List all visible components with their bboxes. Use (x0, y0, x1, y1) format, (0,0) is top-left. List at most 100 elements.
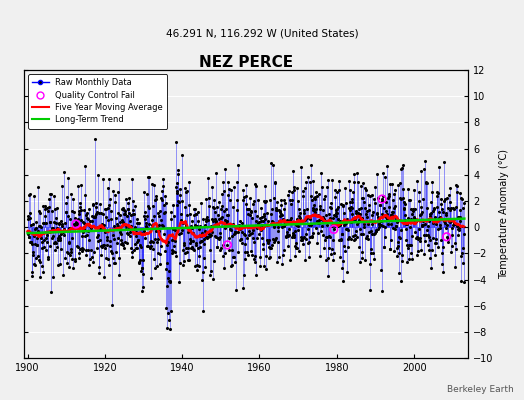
Point (409, 206, 418, 212)
Point (443, 194, 451, 201)
Point (36, 223, 45, 229)
Point (36, 259, 44, 265)
Point (441, 196, 450, 203)
Point (40, 236, 48, 243)
Point (208, 184, 216, 190)
Point (66, 252, 74, 258)
Point (315, 216, 323, 223)
Point (314, 220, 322, 227)
Point (116, 240, 125, 247)
Point (29, 261, 38, 268)
Point (116, 212, 124, 218)
Point (171, 249, 179, 255)
Point (385, 204, 394, 210)
Point (181, 203, 189, 210)
Point (209, 218, 217, 224)
Point (403, 242, 411, 248)
Point (139, 213, 148, 219)
Point (57, 246, 65, 252)
Point (66, 225, 74, 232)
Point (161, 200, 170, 206)
Point (386, 212, 395, 218)
Point (70, 221, 78, 227)
Point (277, 196, 285, 203)
Point (128, 254, 137, 260)
Point (429, 220, 438, 226)
Point (68, 256, 77, 262)
Point (405, 197, 413, 204)
Point (199, 308, 207, 314)
Point (227, 233, 236, 240)
Point (252, 182, 260, 189)
Point (198, 276, 206, 283)
Point (446, 204, 455, 211)
Point (239, 285, 247, 292)
Point (139, 284, 147, 290)
Point (133, 245, 141, 251)
Point (431, 221, 440, 227)
Point (374, 214, 382, 220)
Point (134, 220, 142, 226)
Point (255, 231, 263, 237)
Point (154, 250, 162, 256)
Point (442, 234, 451, 240)
Point (201, 196, 210, 202)
Point (178, 198, 186, 204)
Point (334, 204, 342, 210)
Point (62, 209, 70, 216)
Point (97, 210, 106, 216)
Point (191, 211, 200, 218)
Point (40, 213, 49, 220)
Point (322, 212, 331, 218)
Point (277, 202, 285, 208)
Point (35, 208, 43, 215)
Point (228, 247, 236, 253)
Point (156, 251, 164, 258)
Point (353, 170, 362, 176)
Point (226, 222, 234, 228)
Point (436, 201, 445, 208)
Point (434, 226, 442, 232)
Point (218, 214, 226, 220)
Point (242, 181, 250, 188)
Point (395, 234, 403, 240)
Point (135, 259, 143, 266)
Point (408, 211, 416, 218)
Point (80, 207, 88, 214)
Point (98, 225, 106, 232)
Point (57, 218, 66, 224)
Point (53, 236, 62, 243)
Point (167, 209, 175, 215)
Point (394, 239, 402, 245)
Point (43, 254, 52, 260)
Point (280, 197, 288, 203)
Point (250, 259, 259, 266)
Point (124, 206, 133, 213)
Point (408, 256, 417, 263)
Point (106, 196, 114, 202)
Point (146, 239, 155, 246)
Point (88, 213, 96, 220)
Point (220, 188, 228, 194)
Point (420, 166, 428, 173)
Point (220, 208, 228, 214)
Point (261, 198, 270, 205)
Point (53, 204, 61, 211)
Point (52, 225, 61, 231)
Point (427, 210, 435, 217)
Point (267, 160, 275, 166)
Point (300, 234, 308, 241)
Point (87, 225, 95, 231)
Point (379, 223, 387, 229)
Point (338, 231, 346, 238)
Point (143, 243, 151, 250)
Point (70, 222, 78, 229)
Point (99, 211, 107, 218)
Point (233, 179, 241, 186)
Point (226, 263, 235, 269)
Point (123, 230, 132, 237)
Point (209, 276, 217, 282)
Point (26, 210, 34, 216)
Point (72, 221, 80, 227)
Point (444, 217, 453, 224)
